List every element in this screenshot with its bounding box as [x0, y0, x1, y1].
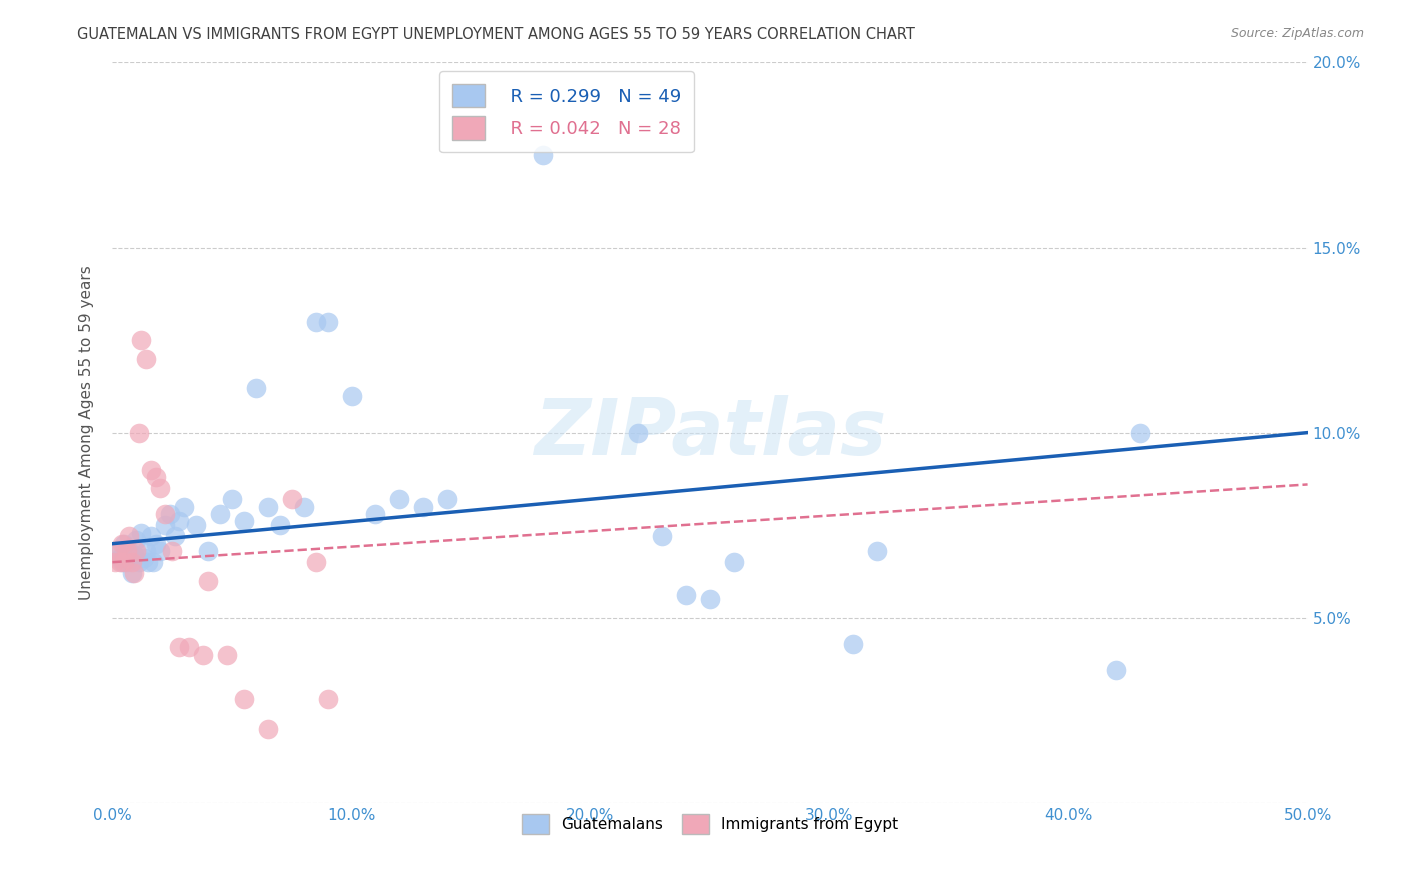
Point — [104, 555, 127, 569]
Point — [149, 544, 172, 558]
Point — [132, 551, 155, 566]
Point — [115, 544, 138, 558]
Point — [121, 566, 143, 581]
Point — [316, 692, 339, 706]
Point — [388, 492, 411, 507]
Point — [163, 529, 186, 543]
Point — [135, 544, 157, 558]
Point — [128, 425, 150, 440]
Point — [118, 544, 141, 558]
Point — [111, 555, 134, 569]
Point — [233, 692, 256, 706]
Point — [257, 722, 280, 736]
Point — [217, 648, 239, 662]
Point — [723, 555, 745, 569]
Point — [129, 525, 152, 540]
Point — [122, 548, 145, 562]
Text: GUATEMALAN VS IMMIGRANTS FROM EGYPT UNEMPLOYMENT AMONG AGES 55 TO 59 YEARS CORRE: GUATEMALAN VS IMMIGRANTS FROM EGYPT UNEM… — [77, 27, 915, 42]
Point — [108, 555, 131, 569]
Point — [153, 507, 176, 521]
Point — [209, 507, 232, 521]
Point — [139, 462, 162, 476]
Point — [105, 544, 128, 558]
Point — [436, 492, 458, 507]
Point — [627, 425, 650, 440]
Point — [153, 518, 176, 533]
Point — [292, 500, 315, 514]
Point — [364, 507, 387, 521]
Point — [129, 333, 152, 347]
Point — [159, 507, 181, 521]
Y-axis label: Unemployment Among Ages 55 to 59 years: Unemployment Among Ages 55 to 59 years — [79, 265, 94, 600]
Point — [316, 314, 339, 328]
Point — [121, 555, 143, 569]
Point — [531, 148, 554, 162]
Point — [173, 500, 195, 514]
Point — [675, 589, 697, 603]
Point — [169, 515, 191, 529]
Point — [1105, 663, 1128, 677]
Point — [412, 500, 434, 514]
Point — [269, 518, 291, 533]
Point — [197, 574, 219, 588]
Point — [842, 637, 865, 651]
Point — [197, 544, 219, 558]
Point — [115, 555, 138, 569]
Point — [169, 640, 191, 655]
Point — [145, 470, 167, 484]
Legend: Guatemalans, Immigrants from Egypt: Guatemalans, Immigrants from Egypt — [512, 805, 908, 843]
Point — [138, 555, 160, 569]
Point — [118, 529, 141, 543]
Text: ZIPatlas: ZIPatlas — [534, 394, 886, 471]
Point — [1129, 425, 1152, 440]
Point — [866, 544, 889, 558]
Point — [108, 551, 131, 566]
Point — [281, 492, 304, 507]
Text: Source: ZipAtlas.com: Source: ZipAtlas.com — [1230, 27, 1364, 40]
Point — [122, 566, 145, 581]
Point — [699, 592, 721, 607]
Point — [114, 536, 135, 550]
Point — [114, 555, 135, 569]
Point — [305, 555, 328, 569]
Point — [142, 555, 165, 569]
Point — [162, 544, 183, 558]
Point — [221, 492, 243, 507]
Point — [125, 544, 148, 558]
Point — [186, 518, 208, 533]
Point — [139, 529, 162, 543]
Point — [149, 481, 172, 495]
Point — [305, 314, 328, 328]
Point — [105, 544, 128, 558]
Point — [111, 536, 134, 550]
Point — [135, 351, 157, 366]
Point — [245, 381, 267, 395]
Point — [651, 529, 673, 543]
Point — [145, 536, 167, 550]
Point — [257, 500, 280, 514]
Point — [340, 388, 363, 402]
Point — [128, 555, 150, 569]
Point — [193, 648, 215, 662]
Point — [177, 640, 200, 655]
Point — [125, 533, 148, 547]
Point — [233, 515, 256, 529]
